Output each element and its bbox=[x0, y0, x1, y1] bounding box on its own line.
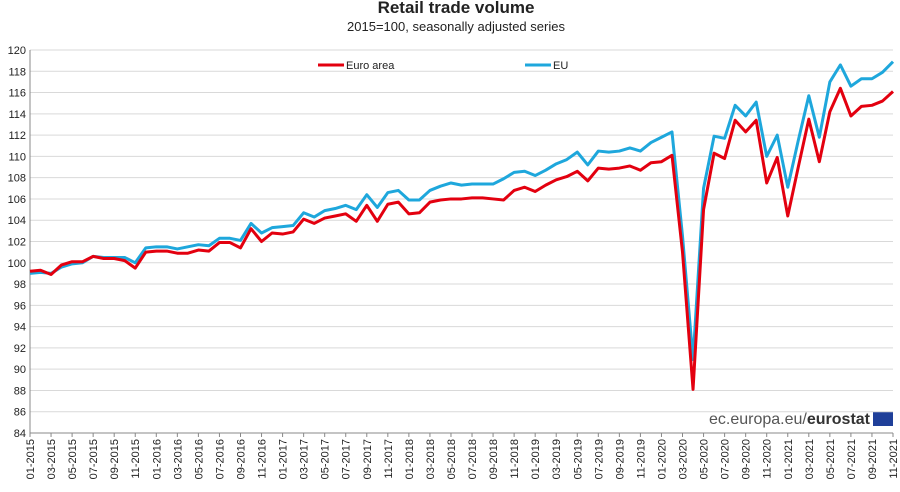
x-tick-label: 05-2020 bbox=[699, 439, 711, 479]
x-tick-label: 07-2021 bbox=[846, 439, 858, 479]
y-tick-label: 88 bbox=[14, 385, 26, 397]
x-tick-label: 11-2017 bbox=[383, 439, 395, 479]
legend-label: Euro area bbox=[346, 60, 395, 72]
series-line bbox=[29, 86, 895, 391]
series-line bbox=[29, 60, 895, 362]
x-tick-label: 01-2015 bbox=[25, 439, 37, 479]
x-tick-label: 03-2015 bbox=[46, 439, 58, 479]
y-tick-label: 98 bbox=[14, 279, 26, 291]
x-tick-label: 09-2021 bbox=[867, 439, 879, 479]
y-tick-label: 90 bbox=[14, 364, 26, 376]
watermark: ec.europa.eu/eurostat bbox=[709, 411, 871, 428]
x-tick-label: 11-2016 bbox=[257, 439, 269, 479]
y-tick-label: 120 bbox=[8, 45, 26, 57]
x-tick-label: 05-2015 bbox=[67, 439, 79, 479]
x-tick-label: 09-2020 bbox=[741, 439, 753, 479]
x-tick-label: 05-2019 bbox=[572, 439, 584, 479]
x-tick-label: 09-2017 bbox=[362, 439, 374, 479]
x-tick-label: 05-2021 bbox=[825, 439, 837, 479]
y-tick-label: 104 bbox=[8, 215, 26, 227]
y-tick-label: 92 bbox=[14, 343, 26, 355]
y-tick-label: 94 bbox=[14, 322, 26, 334]
y-tick-label: 116 bbox=[8, 88, 26, 100]
x-tick-label: 09-2015 bbox=[109, 439, 121, 479]
watermark-url: ec.europa.eu/ bbox=[709, 411, 807, 428]
y-tick-label: 86 bbox=[14, 407, 26, 419]
x-tick-label: 05-2017 bbox=[320, 439, 332, 479]
x-tick-label: 03-2020 bbox=[678, 439, 690, 479]
watermark-brand: eurostat bbox=[807, 411, 871, 428]
y-tick-label: 84 bbox=[14, 428, 26, 440]
x-tick-label: 01-2016 bbox=[151, 439, 163, 479]
x-tick-label: 07-2016 bbox=[214, 439, 226, 479]
x-tick-label: 07-2015 bbox=[88, 439, 100, 479]
x-tick-label: 05-2016 bbox=[193, 439, 205, 479]
x-tick-label: 09-2018 bbox=[488, 439, 500, 479]
x-tick-label: 05-2018 bbox=[446, 439, 458, 479]
eu-flag bbox=[873, 412, 893, 426]
x-tick-label: 07-2018 bbox=[467, 439, 479, 479]
x-tick-label: 11-2018 bbox=[509, 439, 521, 479]
y-tick-label: 114 bbox=[8, 109, 26, 121]
chart-subtitle: 2015=100, seasonally adjusted series bbox=[347, 19, 565, 34]
x-tick-label: 03-2021 bbox=[804, 439, 816, 479]
y-tick-label: 110 bbox=[8, 151, 26, 163]
y-tick-label: 118 bbox=[8, 66, 26, 78]
x-tick-label: 07-2019 bbox=[593, 439, 605, 479]
x-tick-label: 07-2020 bbox=[720, 439, 732, 479]
chart-title: Retail trade volume bbox=[378, 0, 535, 17]
x-tick-label: 11-2015 bbox=[130, 439, 142, 479]
y-tick-label: 102 bbox=[8, 237, 26, 249]
x-tick-label: 03-2017 bbox=[299, 439, 311, 479]
x-tick-label: 11-2019 bbox=[635, 439, 647, 479]
x-tick-label: 03-2018 bbox=[425, 439, 437, 479]
x-tick-label: 01-2017 bbox=[278, 439, 290, 479]
x-tick-label: 01-2021 bbox=[783, 439, 795, 479]
x-tick-label: 03-2016 bbox=[172, 439, 184, 479]
y-tick-label: 100 bbox=[8, 258, 26, 270]
x-tick-label: 11-2021 bbox=[888, 439, 900, 479]
x-tick-label: 01-2019 bbox=[530, 439, 542, 479]
x-tick-label: 11-2020 bbox=[762, 439, 774, 479]
x-tick-label: 01-2020 bbox=[656, 439, 668, 479]
y-tick-label: 112 bbox=[8, 130, 26, 142]
legend-label: EU bbox=[553, 60, 568, 72]
y-tick-label: 106 bbox=[8, 194, 26, 206]
x-tick-label: 01-2018 bbox=[404, 439, 416, 479]
x-tick-label: 03-2019 bbox=[551, 439, 563, 479]
x-tick-label: 09-2019 bbox=[614, 439, 626, 479]
x-tick-label: 09-2016 bbox=[235, 439, 247, 479]
y-tick-label: 108 bbox=[8, 173, 26, 185]
x-tick-label: 07-2017 bbox=[341, 439, 353, 479]
y-tick-label: 96 bbox=[14, 300, 26, 312]
